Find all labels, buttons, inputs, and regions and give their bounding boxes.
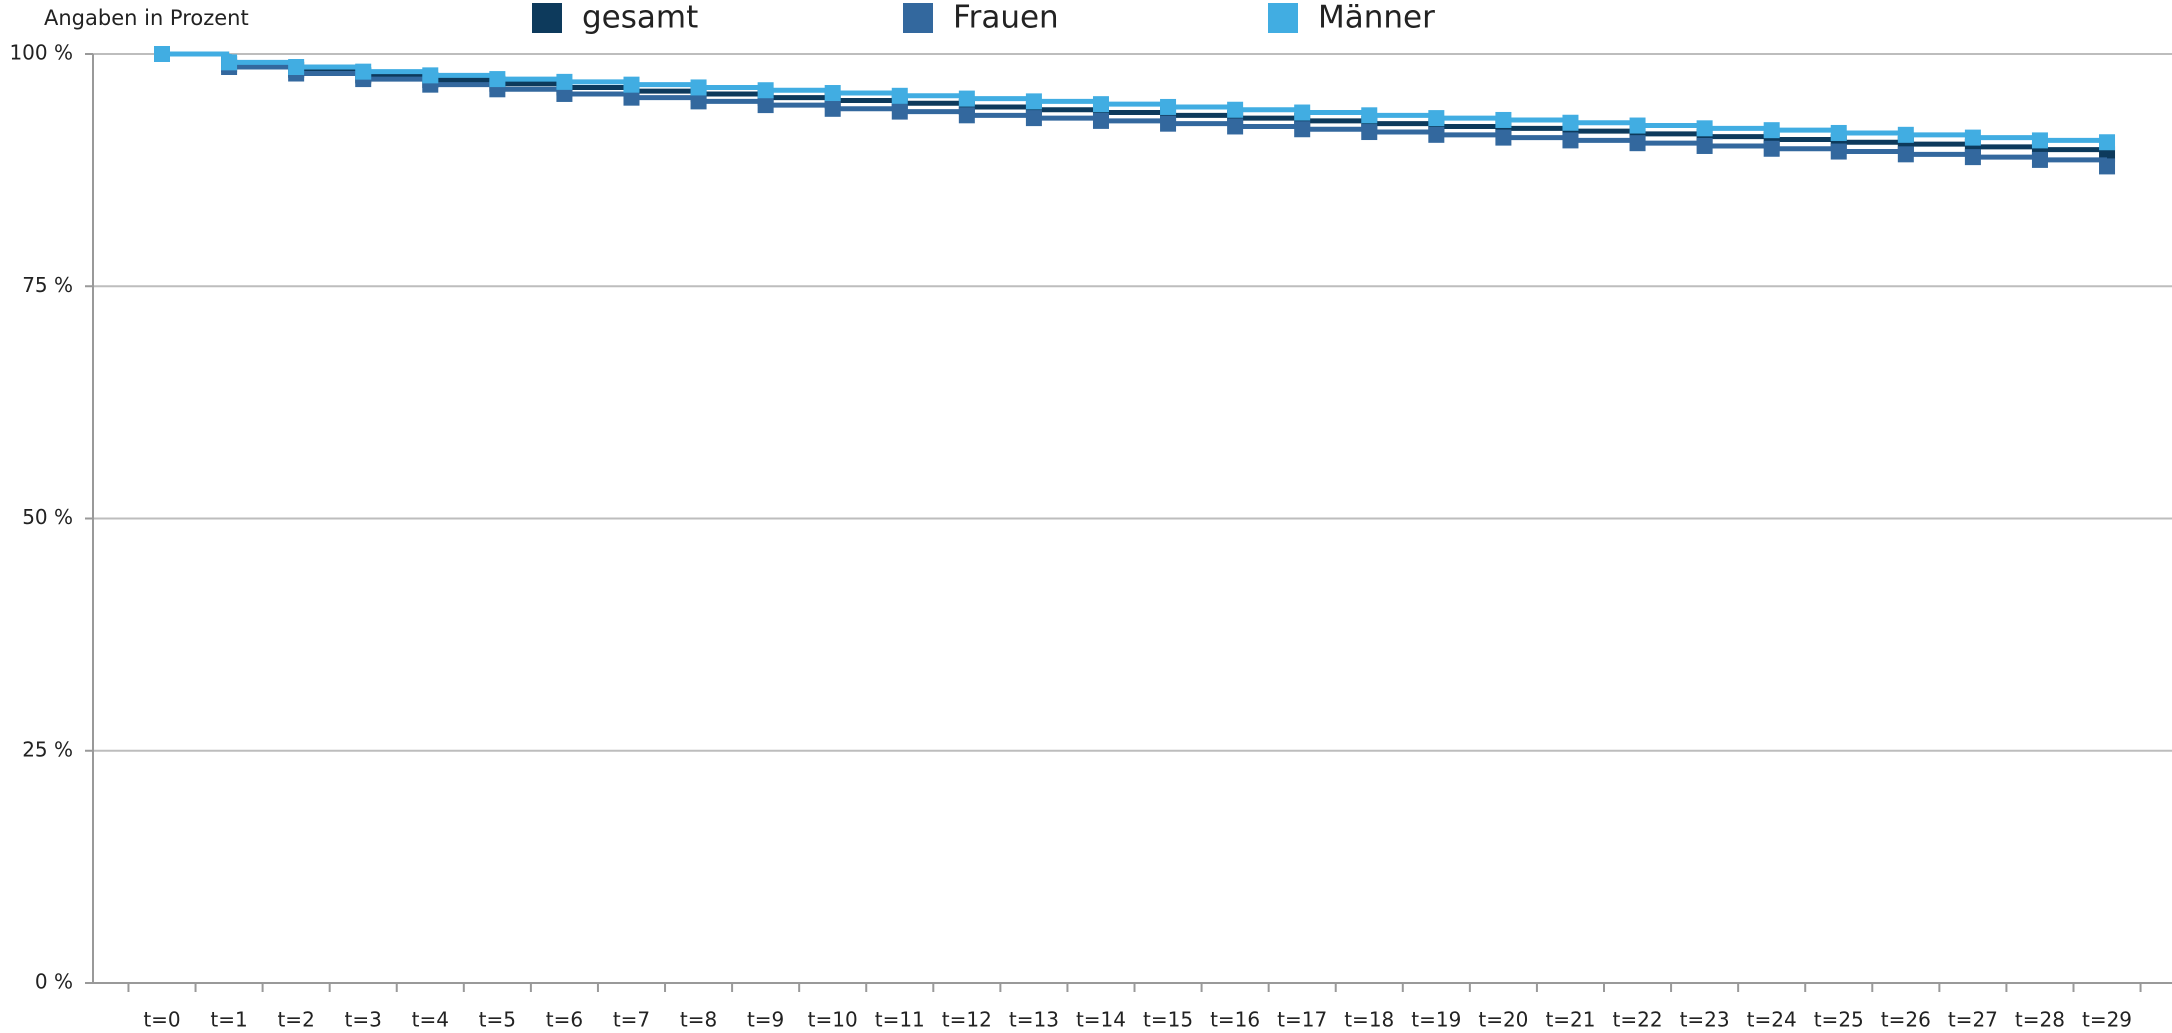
x-tick-label: t=23: [1680, 1008, 1730, 1032]
x-tick-label: t=21: [1545, 1008, 1595, 1032]
x-tick-label: t=15: [1143, 1008, 1193, 1032]
x-tick-label: t=14: [1076, 1008, 1126, 1032]
x-tick-label: t=1: [210, 1008, 247, 1032]
marker: [221, 54, 238, 71]
marker: [1629, 135, 1646, 152]
x-tick-label: t=26: [1881, 1008, 1931, 1032]
marker: [1763, 140, 1780, 157]
marker: [556, 85, 573, 102]
marker: [1361, 107, 1378, 124]
marker: [1562, 132, 1579, 149]
x-tick-label: t=17: [1277, 1008, 1327, 1032]
marker: [1294, 104, 1311, 121]
x-tick-label: t=12: [942, 1008, 992, 1032]
x-tick-label: t=16: [1210, 1008, 1260, 1032]
x-tick-label: t=11: [875, 1008, 925, 1032]
marker: [556, 73, 573, 90]
marker: [690, 93, 707, 110]
x-tick-label: t=28: [2015, 1008, 2065, 1032]
legend-swatch: [1268, 3, 1298, 33]
x-tick-label: t=19: [1411, 1008, 1461, 1032]
x-tick-label: t=9: [747, 1008, 784, 1032]
marker: [2031, 151, 2048, 168]
x-tick-label: t=24: [1747, 1008, 1797, 1032]
y-axis-label: Angaben in Prozent: [44, 6, 249, 30]
x-tick-label: t=4: [412, 1008, 449, 1032]
marker: [489, 71, 506, 88]
marker: [1025, 93, 1042, 110]
marker: [958, 90, 975, 107]
x-tick-label: t=13: [1009, 1008, 1059, 1032]
x-tick-label: t=27: [1948, 1008, 1998, 1032]
y-tick-label: 25 %: [22, 737, 73, 761]
marker: [1562, 114, 1579, 131]
marker: [1696, 120, 1713, 137]
marker: [1294, 121, 1311, 138]
marker: [891, 103, 908, 120]
marker: [757, 97, 774, 114]
x-tick-label: t=5: [479, 1008, 516, 1032]
marker: [1092, 112, 1109, 129]
marker: [824, 85, 841, 102]
marker: [422, 67, 439, 84]
marker: [1160, 98, 1177, 115]
marker: [1696, 137, 1713, 154]
marker: [824, 100, 841, 117]
x-tick-label: t=3: [345, 1008, 382, 1032]
marker: [1495, 111, 1512, 128]
marker: [355, 63, 372, 80]
legend-label: Frauen: [953, 0, 1059, 36]
x-tick-label: t=2: [277, 1008, 314, 1032]
marker: [1763, 122, 1780, 139]
marker: [1897, 126, 1914, 143]
marker: [958, 107, 975, 124]
marker: [2099, 134, 2116, 151]
marker: [690, 79, 707, 96]
legend-swatch: [532, 3, 562, 33]
marker: [1092, 96, 1109, 113]
marker: [2099, 158, 2116, 175]
y-tick-label: 0 %: [35, 970, 73, 994]
x-tick-label: t=0: [143, 1008, 180, 1032]
y-tick-label: 50 %: [22, 505, 73, 529]
y-tick-label: 75 %: [22, 273, 73, 297]
x-tick-label: t=8: [680, 1008, 717, 1032]
marker: [1830, 143, 1847, 160]
marker: [154, 46, 170, 62]
legend-label: Männer: [1318, 0, 1435, 36]
marker: [1830, 124, 1847, 141]
marker: [757, 82, 774, 99]
x-tick-label: t=18: [1344, 1008, 1394, 1032]
marker: [891, 87, 908, 104]
marker: [1495, 129, 1512, 146]
marker: [288, 59, 305, 76]
x-tick-label: t=25: [1814, 1008, 1864, 1032]
x-tick-label: t=22: [1613, 1008, 1663, 1032]
marker: [1428, 126, 1445, 143]
marker: [1025, 110, 1042, 127]
legend-label: gesamt: [582, 0, 698, 36]
marker: [1897, 146, 1914, 163]
marker: [1227, 101, 1244, 118]
x-tick-label: t=10: [808, 1008, 858, 1032]
x-tick-label: t=29: [2082, 1008, 2132, 1032]
x-tick-label: t=6: [546, 1008, 583, 1032]
x-tick-label: t=20: [1478, 1008, 1528, 1032]
marker: [623, 89, 640, 106]
marker: [623, 76, 640, 93]
marker: [1428, 110, 1445, 127]
marker: [1361, 124, 1378, 141]
y-tick-label: 100 %: [9, 41, 73, 65]
legend-swatch: [903, 3, 933, 33]
marker: [1160, 115, 1177, 132]
marker: [1227, 118, 1244, 135]
marker: [1964, 129, 1981, 146]
marker: [1964, 149, 1981, 166]
x-tick-label: t=7: [613, 1008, 650, 1032]
marker: [2031, 132, 2048, 149]
marker: [1629, 117, 1646, 134]
